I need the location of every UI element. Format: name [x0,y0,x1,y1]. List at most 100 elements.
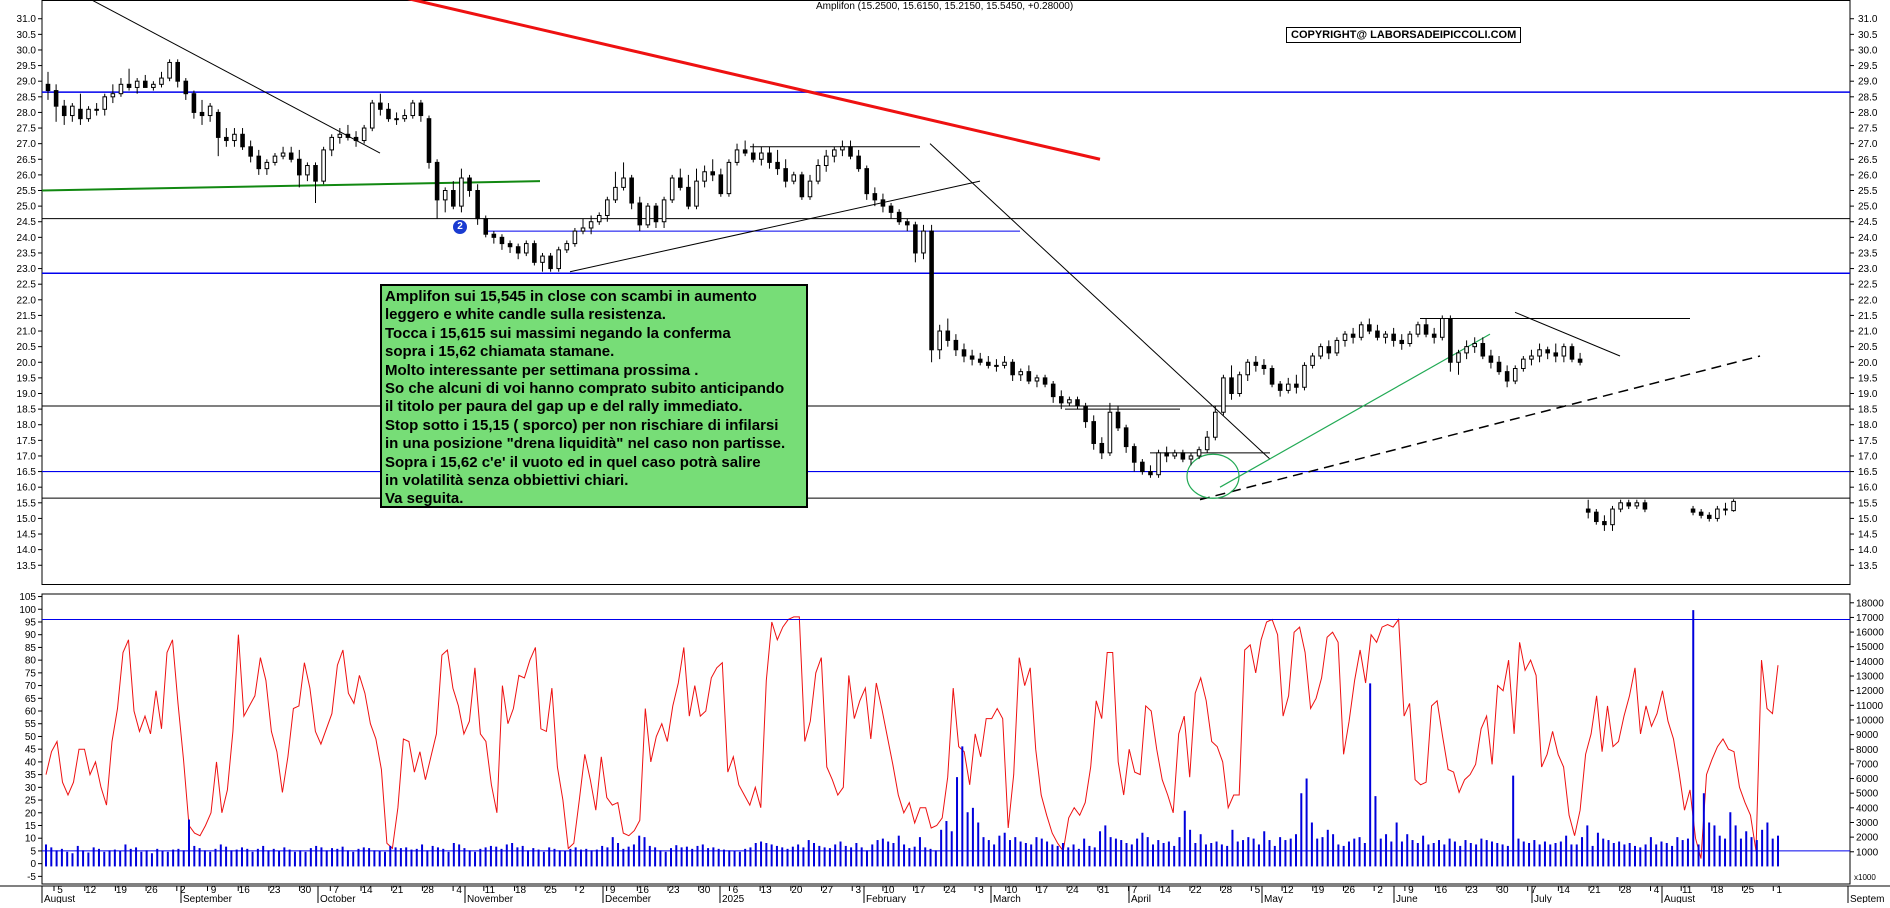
price-tick-label-right: 24.5 [1858,217,1878,228]
x-day-label: 16 [239,885,251,896]
candle-down [913,224,918,254]
oscillator-tick-label: 105 [19,592,36,603]
candle-up [580,227,586,232]
x-day-label: 28 [1221,885,1233,896]
candle-up [305,165,310,176]
candle-down [1294,383,1299,388]
price-tick-label-right: 15.5 [1858,498,1878,509]
x-day-label: 23 [1467,885,1479,896]
candle-down [1399,339,1405,345]
price-tick-label-left: 15.0 [17,514,37,525]
volume-tick-label: 17000 [1856,613,1884,624]
price-tick-label-left: 16.0 [17,483,37,494]
price-tick-label-right: 21.0 [1858,327,1878,338]
x-month-label: May [1264,894,1283,903]
candle-down [718,174,724,195]
candle-down [483,218,489,235]
oscillator-tick-label: 30 [25,783,37,794]
candle-down [856,155,861,170]
copyright-label: COPYRIGHT@ LABORSADEIPICCOLI.COM [1286,27,1522,43]
price-tick-label-right: 27.0 [1858,139,1878,150]
x-day-label: 7 [1132,885,1138,896]
x-day-label: 22 [1190,885,1202,896]
candle-up [823,155,829,167]
note-line: leggero e white candle sulla resistenza. [385,306,666,324]
note-line: il titolo per paura del gap up e del ral… [385,398,743,416]
candle-down [637,202,643,226]
candle-down [53,90,59,107]
candle-up [588,221,594,229]
candle-down [1123,427,1129,448]
candle-up [118,83,124,95]
candle-up [264,161,270,170]
candle-down [929,230,934,351]
candle-down [1504,371,1510,382]
price-tick-label-right: 18.5 [1858,405,1878,416]
candle-down [1594,511,1599,523]
trendline-red-resistance [407,0,1101,161]
x-day-label: 16 [1436,885,1448,896]
candle-down [1042,377,1048,385]
candle-up [661,199,667,223]
candle-up [1172,452,1178,457]
x-day-label: 20 [791,885,803,896]
price-tick-label-right: 22.0 [1858,295,1878,306]
price-tick-label-right: 16.0 [1858,483,1878,494]
note-line: So che alcuni di voi hanno comprato subi… [385,380,785,398]
oscillator-tick-label: 10 [25,834,37,845]
price-tick-label-left: 23.5 [17,248,37,259]
analysis-note: Amplifon sui 15,545 in close con scambi … [380,284,808,508]
volume-unit-label: x1000 [1854,873,1876,882]
x-day-label: 14 [1559,885,1571,896]
candle-down [1131,446,1137,463]
volume-tick-label: 3000 [1856,818,1879,829]
candle-down [199,111,205,117]
candle-up [1561,346,1567,357]
x-month-label: July [1534,894,1552,903]
volume-tick-label: 10000 [1856,715,1884,726]
candle-down [953,339,959,351]
price-tick-label-left: 30.0 [17,45,37,56]
candle-up [167,61,172,79]
candle-down [1423,324,1429,335]
trendline-downtrend-2 [929,143,1271,460]
candle-down [191,93,197,113]
note-line: Amplifon sui 15,545 in close con scambi … [385,288,757,305]
candle-up [1018,371,1024,376]
candle-down [1148,471,1153,476]
price-tick-label-right: 29.0 [1858,77,1878,88]
candle-up [1358,324,1364,338]
candle-up [1213,411,1218,438]
candle-up [232,133,237,142]
candle-up [1715,508,1720,519]
x-month-label: March [993,894,1021,903]
candle-up [102,96,108,110]
candle-down [224,136,229,142]
candle-down [767,152,772,163]
candle-up [1407,333,1413,345]
candle-down [215,111,221,138]
candle-down [880,199,886,207]
price-tick-label-left: 26.5 [17,155,37,166]
candle-up [572,230,578,245]
price-tick-label-right: 29.5 [1858,61,1878,72]
note-line: in una posizione "drena liquidità" nel c… [385,435,786,453]
candle-up [1537,349,1542,357]
candle-down [864,168,870,195]
price-tick-label-left: 22.5 [17,280,37,291]
price-tick-label-right: 30.5 [1858,30,1878,41]
note-line: Va seguita. [385,490,464,508]
candle-up [1723,508,1728,511]
indicator-panel-frame [41,593,1851,885]
x-day-label: 12 [85,885,97,896]
candle-down [799,174,805,198]
x-day-label: 7 [1531,885,1537,896]
candle-down [451,190,456,207]
oscillator-line [45,616,1779,859]
candle-down [961,349,967,357]
candle-down [1545,349,1550,354]
price-tick-label-right: 23.0 [1858,264,1878,275]
candle-down [1075,399,1080,407]
candle-up [734,149,740,163]
x-day-label: 25 [1743,885,1755,896]
